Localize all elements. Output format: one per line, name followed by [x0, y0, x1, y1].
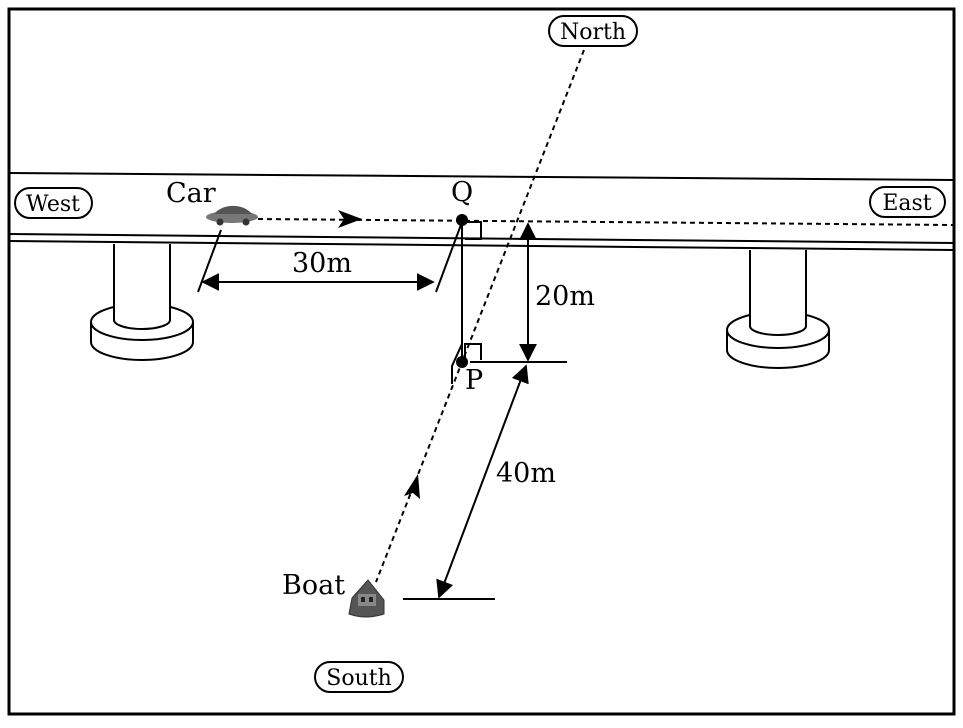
car-direction-arrow [338, 210, 362, 228]
south-label: South [326, 666, 392, 691]
car-label: Car [166, 178, 216, 209]
right-angle-q [465, 221, 482, 240]
west-label: West [26, 192, 80, 217]
compass-west: West [14, 187, 93, 219]
boat-label: Boat [282, 570, 345, 601]
dimension-30m [197, 221, 463, 293]
point-q [456, 214, 468, 226]
compass-east: East [869, 186, 946, 218]
dim-40m-label: 40m [496, 458, 556, 489]
bridge-pillar-left [90, 244, 194, 361]
east-label: East [882, 191, 931, 216]
q-label: Q [451, 177, 473, 208]
dim-30m-label: 30m [292, 248, 352, 279]
compass-south: South [314, 661, 404, 693]
car-path-line [257, 218, 955, 226]
dim-20m-label: 20m [535, 281, 595, 312]
compass-north: North [548, 15, 638, 47]
dimension-20m [470, 222, 567, 363]
dimension-40m [403, 364, 529, 600]
car-icon [206, 205, 258, 226]
right-angle-p [464, 343, 482, 360]
north-label: North [560, 20, 626, 45]
p-label: P [465, 365, 483, 396]
boat-direction-arrow [404, 474, 420, 499]
boat-icon [348, 579, 385, 618]
bridge-pillar-right [726, 250, 830, 369]
